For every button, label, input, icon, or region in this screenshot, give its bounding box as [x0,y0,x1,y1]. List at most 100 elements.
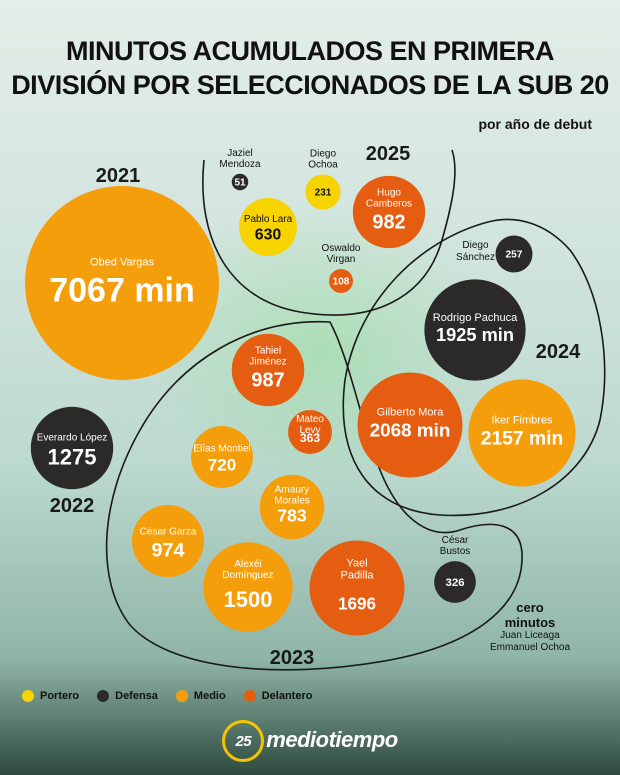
player-value-hugo-camberos: 982 [372,211,405,233]
player-name-hugo-camberos: Hugo [377,188,401,199]
bubble-jaziel-mendoza [231,173,249,191]
player-value-elias-montiel: 720 [208,455,236,474]
player-name-diego-sanchez: Sánchez [456,252,495,263]
year-label-2024: 2024 [536,341,581,363]
player-value-cesar-bustos: 326 [445,577,464,589]
brand-logo: 25 mediotiempo [0,720,620,762]
bubble-alexei-dominguez [203,542,293,632]
player-name-obed-vargas: Obed Vargas [90,257,155,269]
player-name-jaziel-mendoza: Mendoza [219,159,261,170]
player-name-elias-montiel: Elías Montiel [193,443,250,454]
player-value-mateo-levy: 363 [300,431,320,445]
bubble-elias-montiel [191,426,253,488]
player-value-jaziel-mendoza: 51 [234,178,246,189]
player-value-alexei-dominguez: 1500 [224,587,273,612]
player-name-yael-padilla: Padilla [340,570,374,582]
legend-item-portero: Portero [22,690,79,702]
player-value-cesar-garza: 974 [151,539,184,561]
bubble-yael-padilla [309,540,405,636]
group-outline-2025 [202,149,456,316]
legend-label: Defensa [115,690,158,702]
player-name-tahiel-jimenez: Jiménez [249,357,286,368]
bubble-gilberto-mora [357,372,463,478]
player-name-pablo-lara: Pablo Lara [244,214,293,225]
year-label-2021: 2021 [96,165,141,187]
player-name-mateo-levy: Mateo [296,414,324,425]
player-name-alexei-dominguez: Alexéi [234,559,261,570]
player-bubbles [25,173,576,636]
player-name-alexei-dominguez: Domínguez [222,570,273,581]
player-name-yael-padilla: Yael [346,558,367,570]
player-name-amaury-morales: Amaury [275,484,309,495]
player-name-diego-ochoa: Ochoa [308,159,338,170]
player-value-tahiel-jimenez: 987 [251,369,284,391]
chart-title: MINUTOS ACUMULADOS EN PRIMERA DIVISIÓN P… [0,34,620,102]
player-name-rodrigo-pachuca: Rodrigo Pachuca [433,312,518,324]
legend-item-defensa: Defensa [97,690,158,702]
year-group-outlines [105,149,606,671]
player-value-amaury-morales: 783 [277,506,307,526]
bubble-tahiel-jimenez [231,333,305,407]
player-name-iker-fimbres: Iker Fimbres [491,414,553,426]
legend-dot-defensa [97,690,110,702]
legend-dot-delantero [243,690,256,702]
legend: Portero Defensa Medio Delantero [22,690,312,702]
bubble-diego-sanchez [495,235,533,273]
player-name-cesar-garza: César Garza [140,527,197,538]
zero-minutes-box: cero minutos Juan Liceaga Emmanuel Ochoa [470,600,590,654]
player-value-pablo-lara: 630 [255,227,282,244]
player-name-everardo-lopez: Everardo López [37,433,108,444]
player-value-rodrigo-pachuca: 1925 min [436,325,514,345]
player-name-diego-ochoa: Diego [310,148,337,159]
year-label-2023: 2023 [270,647,315,669]
zero-heading-line-1: cero [516,600,544,615]
zero-heading-line-2: minutos [504,615,556,630]
stopwatch-icon: 25 [222,720,265,762]
player-name-cesar-bustos: Bustos [440,546,471,557]
brand-name: mediotiempo [266,726,398,752]
zero-minutes-player: Emmanuel Ochoa [489,642,571,653]
bubble-obed-vargas [25,186,219,380]
legend-dot-medio [175,690,188,702]
bubble-cesar-bustos [434,561,476,603]
title-line-1: MINUTOS ACUMULADOS EN PRIMERA [65,36,555,66]
player-name-mateo-levy: Levy [299,425,320,436]
player-name-gilberto-mora: Gilberto Mora [377,407,445,419]
bubble-pablo-lara [239,198,297,256]
bubble-hugo-camberos [352,175,426,249]
zero-minutes-player: Juan Liceaga [500,630,560,641]
player-value-obed-vargas: 7067 min [49,272,195,310]
year-label-2022: 2022 [50,495,95,517]
player-name-hugo-camberos: Camberos [366,199,412,210]
group-outline-2023 [105,320,523,671]
group-outline-2024 [342,218,606,517]
player-value-diego-ochoa: 231 [315,188,332,199]
legend-item-delantero: Delantero [243,690,313,702]
bubble-everardo-lopez [30,406,114,490]
legend-label: Portero [40,690,80,702]
bubble-cesar-garza [131,504,205,578]
year-labels: 2021 2022 2023 2024 2025 [50,143,581,669]
legend-dot-portero [22,690,34,702]
player-name-jaziel-mendoza: Jaziel [227,148,253,159]
player-value-diego-sanchez: 257 [506,250,523,261]
player-value-oswaldo-virgan: 108 [333,277,350,288]
bubble-iker-fimbres [468,379,576,487]
player-name-amaury-morales: Morales [274,495,310,506]
player-name-diego-sanchez: Diego [462,240,489,251]
player-value-everardo-lopez: 1275 [48,445,97,470]
player-value-yael-padilla: 1696 [338,594,376,613]
bubble-oswaldo-virgan [329,269,353,293]
zero-minutes-heading: cero minutos [470,600,590,630]
player-name-oswaldo-virgan: Virgan [327,254,356,265]
bubble-rodrigo-pachuca [424,279,526,381]
player-name-cesar-bustos: César [442,535,469,546]
player-value-gilberto-mora: 2068 min [370,420,451,441]
legend-label: Delantero [261,690,313,702]
title-line-2: DIVISIÓN POR SELECCIONADOS DE LA SUB 20 [11,70,609,100]
player-name-oswaldo-virgan: Oswaldo [322,243,361,254]
year-label-2025: 2025 [366,143,411,165]
player-value-iker-fimbres: 2157 min [481,429,564,450]
